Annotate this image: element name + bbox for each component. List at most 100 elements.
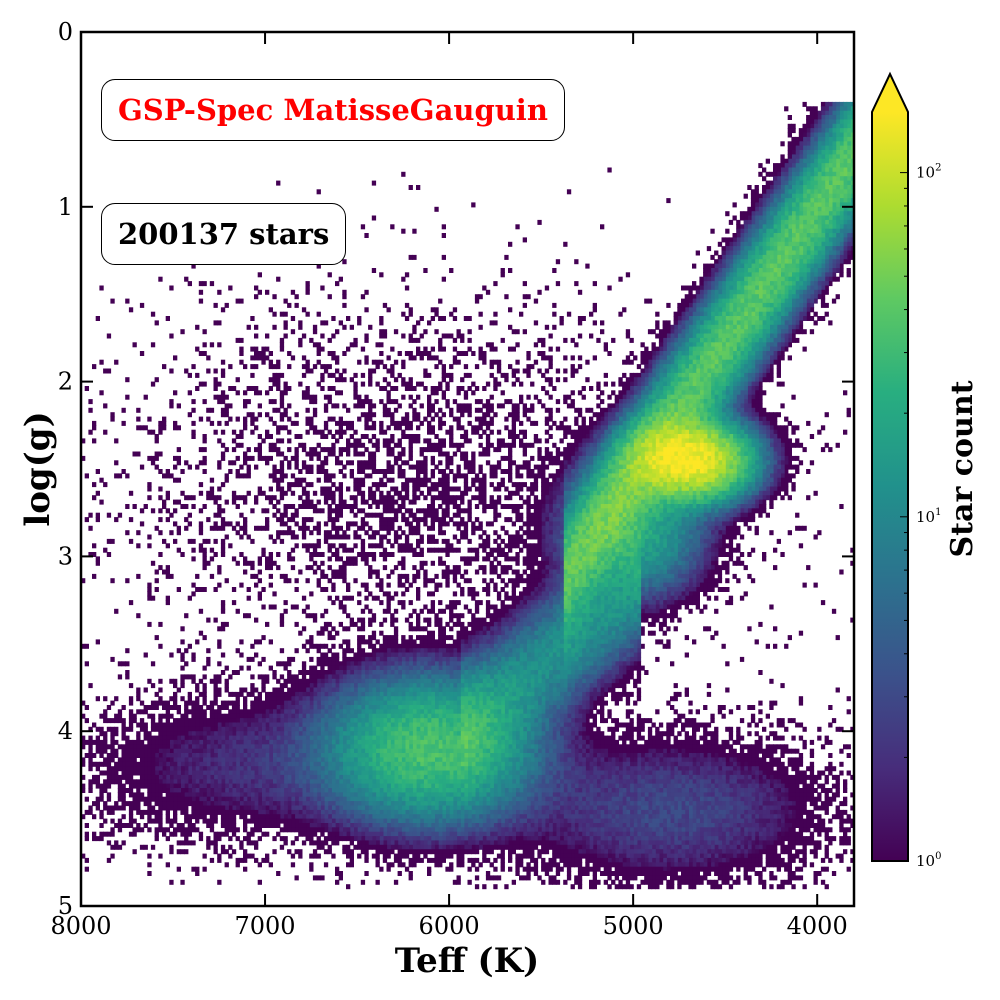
density-cell (681, 337, 686, 343)
density-cell (773, 788, 778, 793)
density-cell (750, 429, 756, 435)
density-cell (843, 390, 848, 396)
density-cell (780, 285, 785, 291)
density-cell (706, 731, 712, 737)
density-cell (728, 386, 734, 391)
density-cell (728, 316, 734, 321)
density-cell (747, 233, 752, 238)
density-cell (681, 560, 686, 566)
density-cell (773, 254, 778, 260)
density-cell (806, 281, 811, 287)
density-cell (662, 600, 667, 606)
density-cell (662, 455, 667, 461)
density-cell (809, 110, 815, 116)
density-cell (692, 512, 697, 518)
density-cell (743, 429, 748, 435)
density-cell (736, 753, 741, 758)
density-cell (736, 543, 741, 549)
density-cell (673, 399, 678, 405)
density-cell (677, 840, 682, 846)
density-cell (817, 163, 822, 169)
density-cell (739, 801, 745, 807)
density-cell (743, 359, 748, 365)
density-cell (662, 875, 667, 881)
density-cell (666, 774, 671, 780)
density-cell (684, 355, 689, 361)
density-cell (714, 508, 719, 514)
density-cell (787, 635, 792, 641)
density-cell (662, 320, 667, 326)
density-cell (725, 482, 730, 488)
density-cell (732, 416, 737, 422)
density-cell (809, 263, 815, 269)
density-cell (692, 591, 697, 597)
density-cell (673, 429, 678, 435)
density-cell (839, 263, 844, 269)
density-cell (747, 779, 752, 785)
density-cell (743, 276, 748, 282)
density-cell (776, 289, 781, 295)
density-cell (673, 866, 678, 872)
density-cell (681, 394, 686, 400)
density-cell (658, 792, 664, 798)
density-cell (673, 447, 678, 453)
density-cell (670, 412, 675, 418)
density-cell (677, 434, 682, 439)
density-cell (714, 608, 719, 614)
density-cell (666, 844, 671, 850)
density-cell (706, 495, 712, 501)
density-cell (728, 744, 734, 750)
density-cell (754, 368, 759, 374)
density-cell (747, 744, 752, 750)
density-cell (728, 849, 734, 855)
density-cell (699, 538, 704, 544)
density-cell (673, 508, 678, 514)
density-cell (743, 504, 748, 509)
density-cell (780, 464, 785, 470)
density-cell (670, 364, 675, 370)
density-cell (721, 455, 726, 461)
density-cell (776, 381, 781, 387)
density-cell (670, 844, 675, 850)
density-cell (728, 254, 734, 260)
density-cell (839, 136, 844, 142)
density-cell (765, 774, 770, 780)
density-cell (695, 372, 700, 378)
density-cell (739, 298, 745, 304)
density-cell (714, 783, 719, 789)
density-cell (769, 272, 774, 278)
density-cell (736, 455, 741, 461)
density-cell (699, 455, 704, 461)
density-cell (688, 857, 693, 863)
density-cell (692, 538, 697, 544)
density-cell (725, 429, 730, 435)
density-cell (750, 748, 756, 754)
density-cell (754, 429, 759, 435)
density-cell (677, 879, 682, 885)
density-cell (784, 801, 789, 807)
density-cell (714, 259, 719, 265)
density-cell (703, 342, 708, 348)
density-cell (831, 176, 837, 182)
density-cell (820, 193, 826, 199)
density-cell (795, 276, 800, 282)
density-cell (773, 237, 778, 243)
density-cell (739, 447, 745, 453)
density-cell (684, 386, 689, 391)
density-cell (813, 154, 818, 160)
density-cell (717, 547, 723, 553)
density-cell (850, 219, 854, 225)
density-cell (843, 123, 848, 129)
density-cell (706, 565, 712, 571)
density-cell (806, 294, 811, 300)
density-cell (806, 254, 811, 260)
density-cell (706, 879, 712, 885)
density-cell (717, 416, 723, 422)
density-cell (736, 285, 741, 291)
density-cell (828, 158, 833, 164)
density-cell (839, 193, 844, 199)
density-cell (773, 425, 778, 431)
density-cell (666, 582, 671, 588)
density-cell (784, 193, 789, 199)
density-cell (787, 442, 792, 448)
